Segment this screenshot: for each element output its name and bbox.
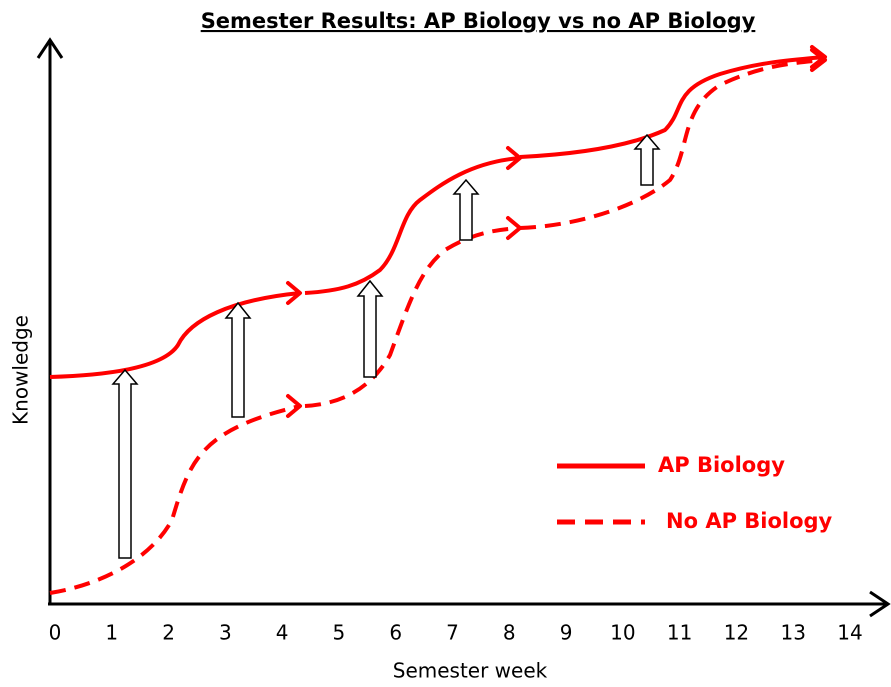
x-tick-label: 14 <box>837 621 862 645</box>
no-ap-curve <box>49 48 827 595</box>
x-tick-label: 11 <box>667 621 692 645</box>
curve <box>49 404 301 595</box>
curve-arrow <box>506 216 522 240</box>
x-tick-label: 12 <box>724 621 749 645</box>
gain-arrow <box>452 178 480 241</box>
y-axis-arrow <box>36 37 64 59</box>
curve-arrow <box>286 394 302 418</box>
curve <box>49 291 301 379</box>
curve <box>304 156 521 295</box>
x-axis-label: Semester week <box>393 659 548 683</box>
curve <box>304 226 521 408</box>
x-tick-label: 4 <box>276 621 289 645</box>
x-tick-label: 2 <box>162 621 175 645</box>
x-tick-label: 10 <box>610 621 635 645</box>
chart-title: Semester Results: AP Biology vs no AP Bi… <box>201 9 756 33</box>
curve-arrow <box>506 146 522 170</box>
x-tick-label: 3 <box>219 621 232 645</box>
gain-arrow <box>224 301 252 418</box>
gain-arrow <box>111 368 139 559</box>
curve-arrow <box>286 281 302 305</box>
x-tick-label: 8 <box>503 621 516 645</box>
curve <box>519 58 826 230</box>
x-tick-label: 5 <box>333 621 346 645</box>
x-axis-arrow <box>869 590 891 618</box>
x-ticks: 0 1 2 3 4 5 6 7 8 9 10 11 12 13 14 <box>49 621 863 645</box>
curve <box>519 55 826 159</box>
x-tick-label: 1 <box>105 621 118 645</box>
x-tick-label: 9 <box>560 621 573 645</box>
legend-label: AP Biology <box>658 453 785 477</box>
ap-curve <box>49 45 827 379</box>
gain-arrow <box>356 279 384 378</box>
curve-arrow <box>810 45 827 69</box>
legend-label: No AP Biology <box>666 509 833 533</box>
legend: AP Biology No AP Biology <box>557 453 833 533</box>
gain-arrow <box>633 133 661 186</box>
curve-arrow <box>810 48 827 72</box>
x-tick-label: 13 <box>780 621 805 645</box>
x-tick-label: 0 <box>49 621 62 645</box>
x-tick-label: 7 <box>446 621 459 645</box>
x-tick-label: 6 <box>389 621 402 645</box>
y-axis-label: Knowledge <box>9 315 33 425</box>
